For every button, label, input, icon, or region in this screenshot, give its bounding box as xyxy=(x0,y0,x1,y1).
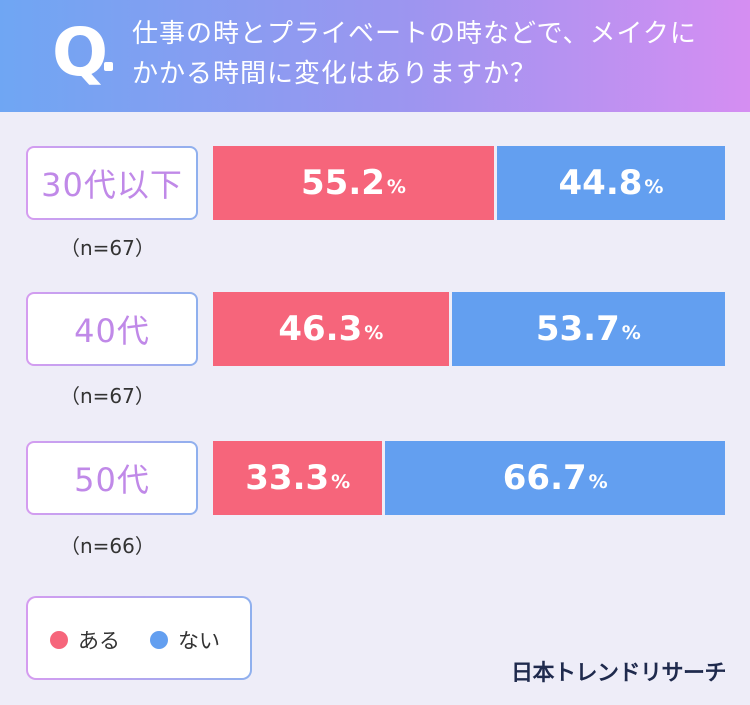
data-label: 66.7 xyxy=(502,458,587,498)
bar-segment: 46.3% xyxy=(213,292,449,366)
brand-logo: 日本トレンドリサーチ xyxy=(510,661,727,686)
data-label: 44.8 xyxy=(558,163,643,203)
bar-segment: 66.7% xyxy=(385,441,725,515)
question-line-1: 仕事の時とプライベートの時などで、メイクに xyxy=(132,19,697,49)
percent-unit: % xyxy=(644,176,664,198)
bar-segment: 44.8% xyxy=(496,146,725,220)
data-label: 55.2 xyxy=(301,163,385,203)
legend-item-aru: ある xyxy=(50,625,120,655)
row-label-text: 40代 xyxy=(74,312,150,350)
legend-label-nai: ない xyxy=(178,629,220,653)
legend-item-nai: ない xyxy=(150,625,220,655)
row-label: 50代 xyxy=(26,441,198,515)
bar-segment: 53.7% xyxy=(451,292,725,366)
question-mark-dot xyxy=(104,62,113,71)
sample-size-label: （n=67） xyxy=(60,236,155,260)
percent-unit: % xyxy=(331,471,351,493)
question-text: 仕事の時とプライベートの時などで、メイクに かかる時間に変化はありますか？ xyxy=(132,14,732,94)
bar-segment: 55.2% xyxy=(213,146,494,220)
bar-segment: 33.3% xyxy=(213,441,383,515)
row-label-text: 30代以下 xyxy=(41,166,183,204)
percent-unit: % xyxy=(364,322,384,344)
row-label-text: 50代 xyxy=(74,461,150,499)
data-label: 53.7 xyxy=(535,309,620,349)
row-label: 40代 xyxy=(26,292,198,366)
percent-unit: % xyxy=(588,471,608,493)
data-label: 33.3 xyxy=(245,458,330,498)
question-mark: Q xyxy=(52,14,109,91)
question-line-2: かかる時間に変化はありますか？ xyxy=(132,59,538,89)
legend-label-aru: ある xyxy=(78,629,120,653)
sample-size-label: （n=67） xyxy=(60,384,155,408)
question-header: Q 仕事の時とプライベートの時などで、メイクに かかる時間に変化はありますか？ xyxy=(0,0,750,112)
percent-unit: % xyxy=(386,176,406,198)
data-label: 46.3 xyxy=(278,309,363,349)
legend-dot-nai xyxy=(150,631,168,649)
legend-dot-aru xyxy=(50,631,68,649)
row-label: 30代以下 xyxy=(26,146,198,220)
sample-size-label: （n=66） xyxy=(60,534,155,558)
percent-unit: % xyxy=(621,322,641,344)
legend: ある ない xyxy=(26,596,252,680)
